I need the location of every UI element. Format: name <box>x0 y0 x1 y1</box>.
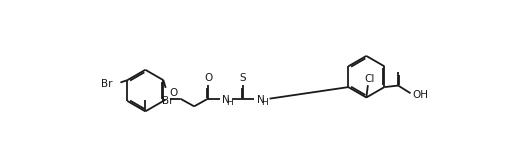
Text: Br: Br <box>101 79 113 89</box>
Text: Br: Br <box>162 96 174 106</box>
Text: S: S <box>239 73 246 83</box>
Text: H: H <box>226 98 233 107</box>
Text: N: N <box>256 95 264 105</box>
Text: Cl: Cl <box>364 74 375 84</box>
Text: N: N <box>222 95 229 105</box>
Text: O: O <box>169 88 178 98</box>
Text: H: H <box>261 98 268 107</box>
Text: O: O <box>204 73 212 83</box>
Text: OH: OH <box>412 90 428 100</box>
